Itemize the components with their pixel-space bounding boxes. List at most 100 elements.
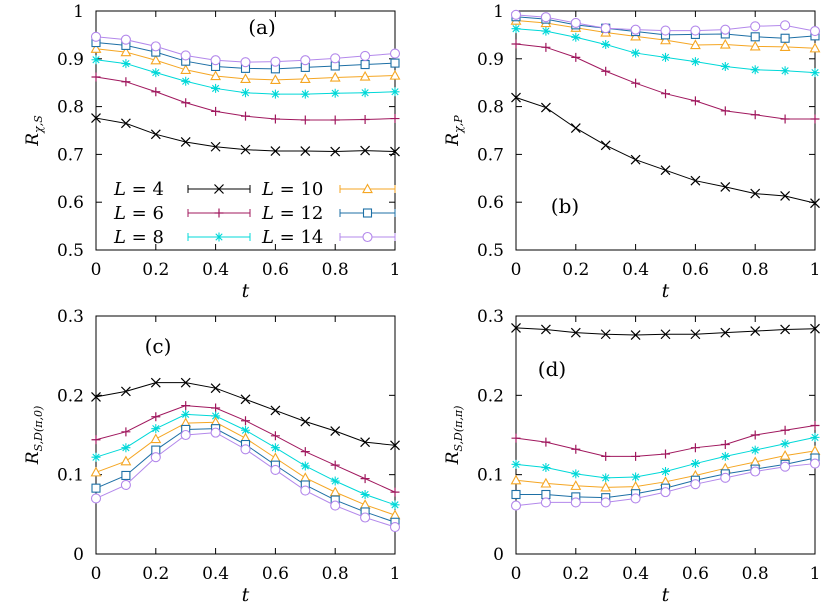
x-tick-label: 0 — [91, 260, 102, 280]
data-point-marker — [240, 444, 251, 455]
data-point-marker — [300, 115, 310, 125]
y-tick-label: 0.8 — [57, 98, 84, 118]
data-point-marker — [359, 70, 371, 81]
y-axis-label-main: R — [23, 451, 43, 465]
legend-prefix: L — [113, 179, 126, 200]
data-point-marker — [780, 191, 791, 201]
data-point-marker — [120, 118, 131, 129]
x-tick-label: 1 — [810, 564, 821, 584]
data-point-marker — [780, 425, 790, 435]
data-point-marker — [90, 493, 102, 504]
data-point-marker — [270, 431, 280, 441]
data-point-marker — [240, 57, 251, 68]
data-point-marker — [690, 175, 701, 186]
panel-label: (b) — [551, 194, 579, 218]
data-point-marker — [151, 87, 161, 97]
series-line — [95, 117, 396, 153]
y-axis-label-subscript: S,D(π,π) — [452, 406, 465, 452]
data-point-marker — [270, 114, 280, 124]
data-point-marker — [329, 486, 341, 497]
y-tick-label: 0.6 — [477, 193, 504, 213]
x-axis-label: t — [662, 584, 670, 605]
data-point-marker — [300, 485, 311, 496]
data-point-marker — [779, 41, 791, 51]
data-point-marker — [720, 440, 730, 450]
data-point-marker — [690, 329, 701, 340]
series-L6 — [91, 72, 400, 125]
legend-prefix: L — [261, 227, 274, 248]
data-point-marker — [210, 427, 221, 438]
y-tick-label: 0.1 — [477, 466, 504, 486]
x-axis-label: t — [242, 584, 250, 605]
plot-frame — [515, 10, 816, 251]
y-tick-label: 0.3 — [477, 307, 504, 327]
data-point-marker — [150, 54, 162, 65]
data-point-marker — [749, 40, 761, 51]
data-point-marker — [660, 329, 671, 340]
data-point-marker — [631, 451, 641, 461]
data-point-marker — [541, 42, 551, 52]
data-point-marker — [750, 21, 761, 32]
y-axis-label: Rχ,S — [23, 115, 45, 147]
data-point-marker — [780, 439, 790, 449]
data-point-marker — [270, 464, 281, 475]
y-tick-label: 0.9 — [477, 50, 504, 70]
data-point-marker — [540, 102, 551, 113]
y-axis-label-main: R — [443, 133, 463, 147]
data-point-marker — [750, 430, 760, 440]
data-point-marker — [570, 497, 581, 508]
data-point-marker — [389, 48, 401, 59]
data-point-marker — [120, 46, 132, 57]
data-point-marker — [570, 17, 581, 29]
data-point-marker — [241, 88, 250, 98]
data-point-marker — [270, 89, 280, 99]
series-L8 — [511, 24, 820, 78]
data-point-marker — [240, 73, 251, 84]
data-point-marker — [780, 114, 790, 124]
data-point-marker — [540, 324, 551, 335]
data-point-marker — [241, 111, 250, 121]
data-point-marker — [330, 500, 341, 511]
data-point-marker — [330, 476, 340, 486]
data-point-marker — [750, 188, 761, 199]
x-tick-label: 0.4 — [622, 260, 649, 280]
data-point-marker — [540, 497, 551, 508]
data-point-marker — [151, 424, 161, 434]
data-point-marker — [780, 20, 791, 31]
data-point-marker — [211, 403, 221, 413]
data-point-marker — [720, 106, 730, 116]
data-point-marker — [91, 72, 101, 82]
data-point-marker — [720, 24, 731, 35]
data-point-marker — [661, 449, 670, 459]
legend-value: = 6 — [126, 203, 164, 224]
series-L14 — [90, 31, 401, 68]
data-point-marker — [571, 52, 581, 62]
data-point-marker — [600, 140, 611, 151]
data-point-marker — [300, 146, 311, 156]
data-point-marker — [661, 89, 670, 99]
data-point-marker — [211, 106, 221, 116]
data-point-marker — [511, 322, 521, 333]
y-tick-label: 0.1 — [57, 466, 84, 486]
legend-value: = 10 — [274, 179, 323, 200]
legend-label: L = 10 — [261, 179, 323, 200]
data-point-marker — [690, 96, 700, 106]
data-point-marker — [720, 451, 730, 461]
data-point-marker — [690, 25, 701, 36]
data-point-marker — [211, 411, 221, 421]
x-tick-label: 0.8 — [322, 260, 349, 280]
data-point-marker — [360, 437, 371, 448]
legend-value: = 12 — [274, 203, 323, 224]
x-tick-label: 0 — [511, 260, 522, 280]
legend-prefix: L — [113, 203, 126, 224]
data-point-marker — [660, 25, 671, 36]
data-point-marker — [181, 98, 191, 108]
data-point-marker — [390, 487, 400, 497]
data-point-marker — [540, 12, 551, 23]
data-point-marker — [601, 451, 611, 461]
data-point-marker — [571, 444, 581, 454]
data-point-marker — [780, 324, 791, 335]
data-point-marker — [541, 463, 551, 473]
legend-value: = 14 — [274, 227, 323, 248]
